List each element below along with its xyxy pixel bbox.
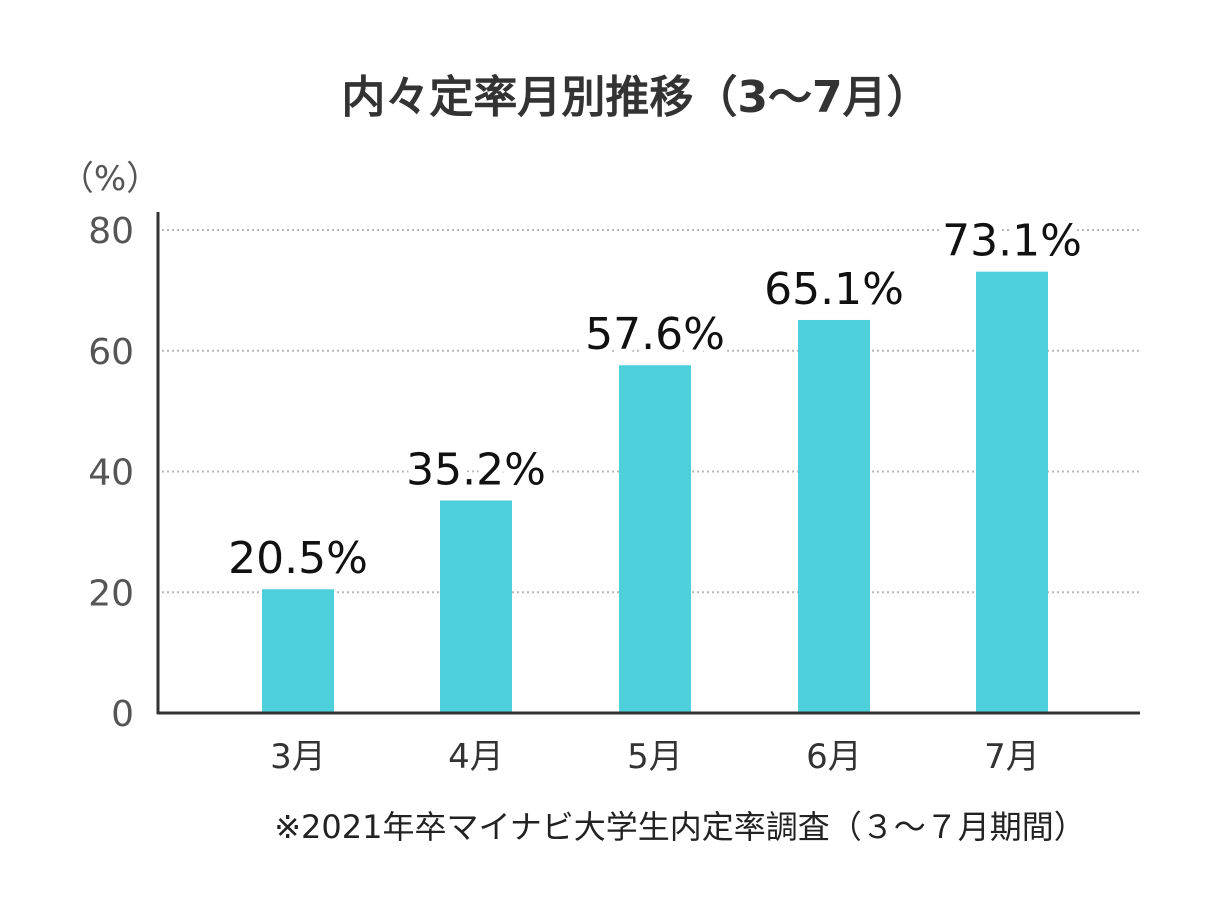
data-label: 57.6% [585, 309, 725, 360]
chart-title: 内々定率月別推移（3〜7月） [341, 72, 930, 123]
bar [262, 589, 334, 713]
bars [262, 271, 1048, 713]
bar [976, 271, 1048, 713]
y-tick-label: 20 [88, 573, 134, 614]
x-tick-label: 6月 [806, 737, 862, 777]
data-label: 65.1% [764, 264, 904, 315]
data-label: 20.5% [228, 533, 368, 584]
x-tick-label: 4月 [448, 737, 504, 777]
axes [156, 212, 1140, 715]
bar [440, 500, 512, 713]
data-labels: 20.5% 35.2% 57.6% 65.1% 73.1% [221, 209, 1089, 592]
data-label: 35.2% [406, 444, 546, 495]
x-tick-labels: 3月 4月 5月 6月 7月 [270, 737, 1040, 777]
bar [619, 365, 691, 713]
x-tick-label: 3月 [270, 737, 326, 777]
data-label: 73.1% [942, 216, 1082, 267]
source-footnote: ※2021年卒マイナビ大学生内定率調査（３～７月期間） [274, 808, 1086, 846]
y-tick-labels: 0 20 40 60 80 [88, 211, 134, 735]
x-tick-label: 5月 [627, 737, 683, 777]
x-tick-label: 7月 [984, 737, 1040, 777]
y-tick-label: 40 [88, 453, 134, 494]
y-axis-unit-label: （%） [60, 159, 160, 199]
bar [798, 319, 870, 713]
y-tick-label: 0 [111, 694, 134, 735]
y-tick-label: 80 [88, 211, 134, 252]
y-tick-label: 60 [88, 332, 134, 373]
